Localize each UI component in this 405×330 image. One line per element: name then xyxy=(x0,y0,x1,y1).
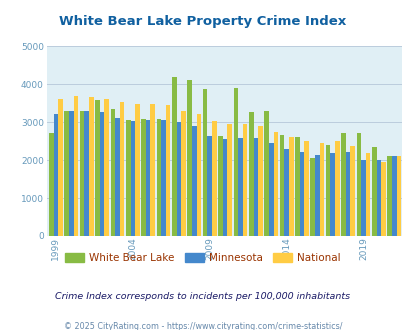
Bar xyxy=(279,135,283,236)
Bar xyxy=(73,96,78,236)
Bar xyxy=(376,160,380,236)
Bar xyxy=(126,120,130,236)
Bar xyxy=(53,114,58,236)
Bar xyxy=(119,102,124,236)
Bar xyxy=(161,120,166,236)
Bar xyxy=(310,158,314,236)
Bar xyxy=(371,147,376,236)
Text: Crime Index corresponds to incidents per 100,000 inhabitants: Crime Index corresponds to incidents per… xyxy=(55,292,350,301)
Bar xyxy=(294,137,299,236)
Bar xyxy=(84,111,89,236)
Bar xyxy=(303,142,308,236)
Bar xyxy=(334,142,339,236)
Bar xyxy=(258,125,262,236)
Bar xyxy=(145,120,150,236)
Bar xyxy=(340,134,345,236)
Bar xyxy=(110,109,115,236)
Bar xyxy=(89,97,94,236)
Bar xyxy=(64,111,69,236)
Bar xyxy=(325,145,330,236)
Bar xyxy=(176,122,181,236)
Bar xyxy=(253,138,258,236)
Bar xyxy=(172,77,176,236)
Bar xyxy=(192,126,196,236)
Bar xyxy=(248,112,253,236)
Bar xyxy=(268,143,273,236)
Bar xyxy=(299,152,303,236)
Bar xyxy=(319,143,324,236)
Bar xyxy=(222,139,227,236)
Bar xyxy=(115,118,119,236)
Bar xyxy=(150,104,155,236)
Bar xyxy=(104,99,109,236)
Bar xyxy=(330,153,334,236)
Bar xyxy=(187,81,192,236)
Bar xyxy=(284,149,288,236)
Bar xyxy=(386,156,391,236)
Bar xyxy=(350,146,354,236)
Bar xyxy=(58,99,63,236)
Bar xyxy=(141,119,145,236)
Legend: White Bear Lake, Minnesota, National: White Bear Lake, Minnesota, National xyxy=(61,248,344,267)
Bar xyxy=(242,124,247,236)
Bar xyxy=(166,105,170,236)
Bar xyxy=(380,162,385,236)
Bar xyxy=(391,156,396,236)
Bar xyxy=(202,89,207,236)
Bar xyxy=(356,134,360,236)
Bar xyxy=(95,100,100,236)
Bar xyxy=(345,152,350,236)
Bar xyxy=(396,156,400,236)
Bar xyxy=(211,121,216,236)
Bar xyxy=(156,119,161,236)
Bar xyxy=(100,112,104,236)
Bar xyxy=(135,104,139,236)
Bar xyxy=(69,111,73,236)
Bar xyxy=(217,136,222,236)
Bar xyxy=(196,114,201,236)
Bar xyxy=(264,112,268,236)
Bar xyxy=(130,120,135,236)
Bar xyxy=(207,136,211,236)
Bar xyxy=(360,160,365,236)
Bar xyxy=(181,112,185,236)
Bar xyxy=(49,134,53,236)
Bar xyxy=(273,132,277,236)
Bar xyxy=(238,138,242,236)
Bar xyxy=(365,153,369,236)
Bar xyxy=(79,111,84,236)
Bar xyxy=(288,137,293,236)
Bar xyxy=(233,88,238,236)
Text: © 2025 CityRating.com - https://www.cityrating.com/crime-statistics/: © 2025 CityRating.com - https://www.city… xyxy=(64,322,341,330)
Bar xyxy=(314,155,319,236)
Text: White Bear Lake Property Crime Index: White Bear Lake Property Crime Index xyxy=(59,15,346,28)
Bar xyxy=(227,124,231,236)
